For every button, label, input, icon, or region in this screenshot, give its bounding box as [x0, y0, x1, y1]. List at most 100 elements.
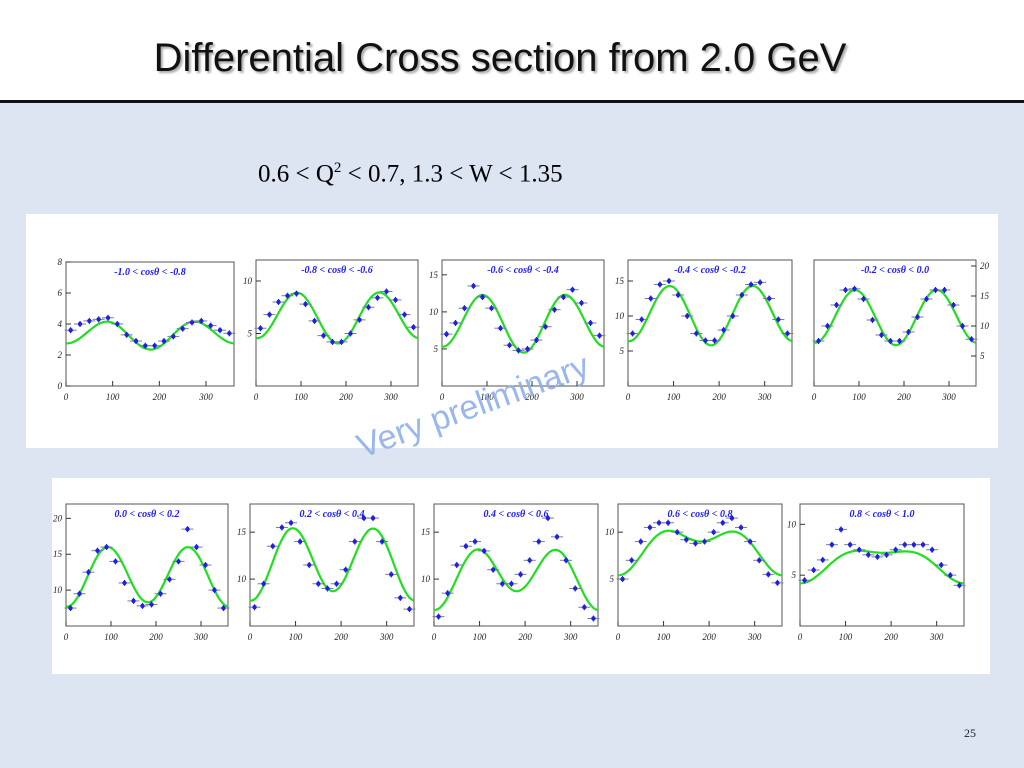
data-point-marker — [825, 323, 830, 329]
data-point — [844, 541, 857, 548]
y-tick-label: 15 — [980, 291, 990, 301]
data-point — [330, 580, 343, 587]
data-point — [745, 281, 757, 288]
y-tick-label: 10 — [53, 585, 63, 595]
data-point-marker — [352, 539, 357, 544]
data-point-marker — [115, 321, 120, 327]
data-point-marker — [933, 287, 938, 293]
data-point — [663, 278, 675, 284]
data-point-marker — [454, 562, 459, 568]
data-point — [807, 567, 820, 574]
data-point-marker — [357, 317, 362, 323]
data-point — [458, 305, 471, 312]
data-point — [130, 338, 142, 345]
data-point — [398, 311, 411, 318]
y-tick-label: 0 — [58, 381, 63, 391]
data-point-marker — [554, 534, 560, 540]
plot-title: 0.6 < cosθ < 0.8 — [668, 509, 733, 520]
data-point-marker — [748, 282, 754, 287]
x-tick-label: 300 — [757, 392, 772, 402]
data-point-marker — [766, 572, 771, 577]
data-point — [299, 301, 312, 308]
y-tick-label: 5 — [980, 351, 985, 361]
data-point — [389, 296, 402, 303]
data-point — [118, 579, 131, 586]
data-point — [272, 299, 285, 305]
data-point — [82, 569, 95, 576]
y-tick-label: 10 — [421, 574, 431, 584]
data-point-marker — [86, 569, 91, 575]
data-point — [521, 345, 534, 352]
data-point — [254, 325, 267, 332]
y-tick-label: 6 — [58, 288, 63, 298]
data-point — [690, 330, 703, 337]
data-point — [548, 306, 561, 313]
y-tick-label: 2 — [58, 350, 63, 360]
y-tick-label: 4 — [58, 319, 63, 329]
plot-title: -0.8 < cosθ < -0.6 — [301, 265, 373, 276]
kinematic-range-label: 0.6 < Q2 < 0.7, 1.3 < W < 1.35 — [258, 160, 563, 188]
data-point-marker — [767, 296, 772, 301]
data-point — [344, 330, 357, 337]
data-point-marker — [339, 339, 344, 345]
data-point-marker — [411, 325, 416, 330]
plot-panel-5: 0 100 200 300 5 10 15 20 -0.2 < cosθ < 0.0 — [812, 259, 990, 402]
data-point — [587, 615, 600, 622]
data-point-marker — [739, 292, 745, 298]
y-tick-label: 5 — [620, 346, 625, 356]
x-tick-label: 200 — [897, 392, 911, 402]
plot-panel-4: 0 100 200 300 5 10 15 -0.4 < cosθ < -0.2 — [615, 259, 794, 402]
title-bar: Differential Cross section from 2.0 GeV — [0, 0, 1024, 101]
data-point — [376, 538, 389, 545]
data-point — [839, 287, 852, 293]
data-point — [947, 302, 960, 308]
data-point-marker — [285, 293, 290, 298]
y-tick-label: 20 — [980, 261, 990, 271]
y-tick-label: 15 — [237, 527, 247, 537]
data-point-marker — [694, 331, 699, 336]
data-point — [181, 526, 194, 533]
data-point-marker — [893, 547, 898, 552]
x-tick-label: 200 — [702, 632, 716, 642]
x-tick-label: 300 — [569, 392, 584, 402]
data-point-marker — [208, 323, 213, 328]
data-point-marker — [133, 338, 139, 344]
data-point — [102, 314, 114, 321]
data-point — [163, 576, 176, 583]
data-point-marker — [518, 572, 523, 577]
data-point — [566, 286, 579, 293]
data-point — [835, 526, 847, 533]
data-point — [862, 551, 875, 558]
x-tick-label: 300 — [941, 392, 956, 402]
plot-panel-10: 0 100 200 300 5 10 0.8 < cosθ < 1.0 — [787, 503, 966, 642]
data-point-marker — [563, 558, 569, 563]
y-tick-label: 15 — [429, 270, 439, 280]
kinematic-range-part1: 0.6 < Q — [258, 160, 334, 188]
data-point-marker — [152, 343, 157, 348]
x-tick-label: 100 — [852, 392, 866, 402]
data-point — [938, 287, 951, 293]
data-point-marker — [227, 331, 232, 336]
data-point — [848, 285, 861, 292]
y-tick-label: 10 — [980, 321, 990, 331]
data-point-marker — [630, 331, 635, 336]
y-tick-label: 10 — [605, 527, 615, 537]
data-point — [944, 572, 957, 579]
data-point-marker — [95, 548, 100, 553]
data-point-marker — [638, 539, 643, 544]
data-point — [772, 316, 785, 323]
data-point — [266, 543, 279, 550]
data-point — [530, 337, 543, 344]
data-point — [781, 330, 794, 337]
x-tick-label: 0 — [616, 632, 621, 642]
data-point — [73, 590, 86, 597]
data-point — [681, 313, 694, 319]
data-point — [735, 524, 747, 531]
data-point-marker — [294, 291, 299, 296]
x-tick-label: 0 — [64, 632, 69, 642]
data-point — [726, 313, 739, 319]
data-point — [875, 332, 888, 338]
data-point-marker — [897, 338, 902, 344]
title-divider — [0, 100, 1024, 103]
data-point-marker — [729, 515, 735, 521]
